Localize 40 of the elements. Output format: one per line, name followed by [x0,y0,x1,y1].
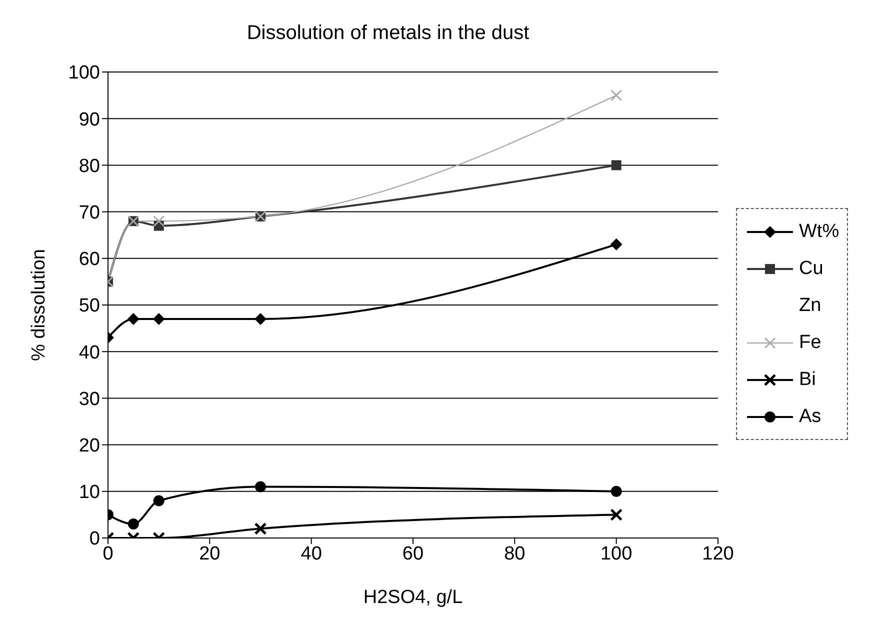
y-tick-label: 60 [78,249,100,270]
point [611,160,622,170]
x-tick-label: 20 [199,543,220,564]
x-tick-label: 60 [402,543,424,564]
legend-label: As [799,406,822,428]
legend-label: Bi [799,368,816,390]
point [153,495,164,506]
chart-title: Dissolution of metals in the dust [246,21,530,46]
y-tick-label: 90 [78,109,100,130]
x-tick-label: 40 [300,543,322,564]
y-tick-label: 50 [78,296,100,317]
point [610,238,622,250]
y-tick-label: 30 [78,388,100,410]
x-tick-label: 80 [504,543,526,564]
y-tick-label: 20 [78,436,100,457]
point [610,508,623,521]
y-tick-label: 40 [78,342,100,364]
point [128,518,139,530]
point [610,486,622,497]
x-axis-title: H2SO4, g/L [363,587,463,608]
legend-label: Cu [799,258,824,280]
point [254,312,266,325]
point [153,215,165,227]
point [127,312,140,325]
x-tick-label: 120 [702,543,734,564]
point [255,481,266,492]
y-tick-label: 0 [89,528,100,550]
point [152,312,165,325]
x-tick-label: 100 [600,543,632,564]
y-tick-label: 70 [78,202,100,224]
legend-label: Wt% [799,220,840,242]
y-tick-label: 80 [78,156,100,177]
point [254,522,267,535]
point [610,90,622,102]
y-axis-title: % dissolution [28,249,50,361]
text: Zn [799,294,822,316]
y-tick-label: 10 [78,482,100,504]
legend-label: Fe [799,332,822,354]
x-tick-label: 0 [102,543,114,564]
y-tick-label: 100 [68,62,100,84]
